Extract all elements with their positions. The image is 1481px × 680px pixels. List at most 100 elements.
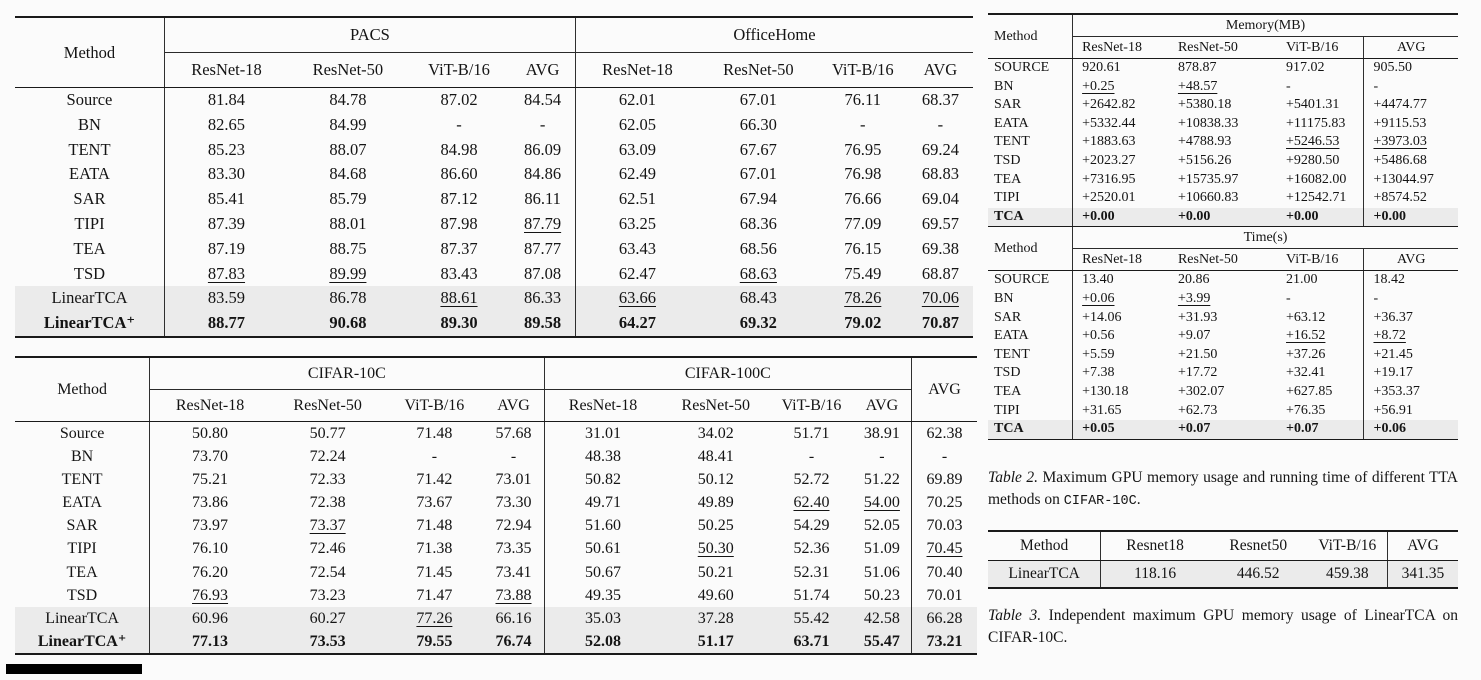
value-cell: 87.02	[440, 90, 478, 109]
method-cell: TSD	[988, 364, 1074, 383]
table-row: BN +0.25 +48.57 - -	[988, 77, 1458, 97]
value-cell: 86.33	[524, 288, 562, 308]
table-row: TIPI +2520.01 +10660.83 +12542.71 +8574.52	[988, 189, 1458, 208]
value-cell: -	[1286, 78, 1291, 94]
value-cell: 73.97	[192, 517, 229, 535]
table-row: Source 50.80 50.77 71.48 57.68 31.01 34.02 51.7…	[15, 421, 977, 446]
value-cell: 13.40	[1082, 272, 1114, 288]
method-cell: LinearTCA	[15, 606, 151, 630]
value-cell: +0.05	[1072, 420, 1169, 440]
method-cell: BN	[988, 289, 1074, 309]
value-cell: 73.41	[495, 563, 532, 581]
col-header: ViT-B/16	[770, 389, 853, 422]
value-cell: 48.41	[697, 448, 734, 466]
col-header-method: Method	[988, 227, 1074, 272]
value-cell: 73.01	[495, 471, 532, 489]
value-cell: 73.21	[911, 629, 977, 655]
table-row: TIPI 76.10 72.46 71.38 73.35 50.61 50.30 52.36 5…	[15, 537, 977, 561]
value-cell: -	[911, 445, 977, 469]
value-cell: 69.38	[921, 238, 959, 258]
col-header: ViT-B/16	[1277, 248, 1364, 272]
value-cell: 18.42	[1363, 270, 1458, 290]
value-cell: +31.65	[1082, 402, 1122, 418]
col-header-method: Method	[15, 357, 151, 422]
method-cell: BN	[988, 77, 1074, 97]
value-cell: +9.07	[1177, 328, 1211, 344]
value-cell: 83.30	[207, 164, 246, 184]
table-lineartca-memory: Method Resnet18 Resnet50 ViT-B/16 AVG LinearT…	[988, 529, 1458, 589]
value-cell: 84.99	[329, 114, 367, 134]
value-cell: +48.57	[1177, 78, 1218, 94]
value-cell: +5156.26	[1177, 152, 1232, 168]
table-row: SAR +2642.82 +5380.18 +5401.31 +4474.77	[988, 96, 1458, 115]
value-cell: +0.25	[1082, 78, 1115, 94]
value-cell: 68.56	[739, 238, 777, 258]
time_table: Method Time(s) ResNet-18 ResNet-50 ViT-B/16 A…	[988, 227, 1458, 440]
value-cell: 70.87	[907, 311, 973, 338]
value-cell: 60.27	[309, 609, 346, 627]
value-cell: -	[539, 114, 546, 134]
value-cell: 51.09	[863, 540, 900, 558]
table-row: BN +0.06 +3.99 - -	[988, 289, 1458, 309]
value-cell: 72.54	[309, 563, 346, 581]
col-header: AVG	[852, 389, 912, 422]
value-cell: 83.59	[207, 288, 246, 308]
col-header: AVG	[483, 389, 545, 422]
table-row: BN 73.70 72.24 - - 48.38 48.41 - - -	[15, 445, 977, 469]
value-cell: 341.35	[1386, 560, 1458, 589]
method-cell: LinearTCA	[988, 560, 1102, 589]
method-cell: EATA	[15, 491, 151, 515]
value-cell: 76.11	[844, 90, 882, 109]
value-cell: +0.06	[1363, 420, 1458, 440]
col-header: AVG	[907, 52, 973, 88]
method-cell: LinearTCA	[15, 286, 165, 312]
value-cell: 52.36	[793, 540, 830, 558]
table-row: TSD 76.93 73.23 71.47 73.88 49.35 49.60 51.74 50…	[15, 583, 977, 607]
value-cell: 73.37	[309, 517, 346, 535]
value-cell: 920.61	[1082, 60, 1121, 75]
value-cell: 88.61	[440, 288, 478, 308]
value-cell: 73.67	[416, 494, 453, 512]
value-cell: 75.21	[192, 471, 229, 489]
value-cell: 878.87	[1177, 60, 1217, 75]
value-cell: 62.05	[574, 112, 699, 138]
table3-caption-label: Table 3.	[988, 606, 1042, 624]
method-cell: SOURCE	[988, 58, 1074, 78]
value-cell: +10660.83	[1177, 190, 1239, 206]
table2-caption-label: Table 2.	[988, 468, 1038, 486]
value-cell: +21.50	[1177, 346, 1218, 362]
value-cell: 71.42	[416, 471, 453, 489]
value-cell: 67.94	[739, 189, 777, 209]
value-cell: +12542.71	[1286, 190, 1347, 206]
value-cell: 57.68	[495, 425, 532, 442]
method-cell: LinearTCA⁺	[15, 311, 165, 338]
value-cell: 86.78	[329, 288, 367, 308]
col-header: ResNet-50	[661, 389, 771, 422]
memory_table: Method Memory(MB) ResNet-18 ResNet-50 ViT-B/…	[988, 13, 1458, 228]
table-row: LinearTCA 118.16 446.52 459.38 341.35	[988, 560, 1458, 589]
value-cell: 88.01	[329, 213, 367, 233]
group-header: Memory(MB)	[1072, 14, 1458, 37]
value-cell: 89.58	[510, 311, 576, 338]
table-row: TSD +2023.27 +5156.26 +9280.50 +5486.68	[988, 151, 1458, 171]
value-cell: +0.00	[1072, 207, 1169, 228]
value-cell: 48.38	[543, 445, 662, 469]
value-cell: 76.66	[844, 189, 882, 209]
value-cell: 73.23	[309, 586, 346, 604]
method-cell: Source	[15, 87, 165, 113]
value-cell: +0.56	[1082, 328, 1115, 344]
value-cell: 50.12	[697, 471, 734, 489]
value-cell: 87.77	[524, 238, 562, 258]
value-cell: 73.35	[495, 540, 532, 558]
value-cell: 69.04	[921, 189, 959, 209]
table-row: SAR 85.41 85.79 87.12 86.11 62.51 67.94 76.66 69…	[15, 187, 973, 212]
col-header: Resnet18	[1100, 530, 1209, 561]
group-header: CIFAR-10C	[149, 357, 545, 390]
table-row: TIPI 87.39 88.01 87.98 87.79 63.25 68.36 77.09 6…	[15, 211, 973, 237]
value-cell: 76.95	[844, 139, 882, 159]
table-row: Source 81.84 84.78 87.02 84.54 62.01 67.01 76.1…	[15, 87, 973, 113]
table-row: TIPI +31.65 +62.73 +76.35 +56.91	[988, 401, 1458, 421]
value-cell: -	[431, 448, 438, 466]
method-cell: TIPI	[988, 401, 1074, 421]
